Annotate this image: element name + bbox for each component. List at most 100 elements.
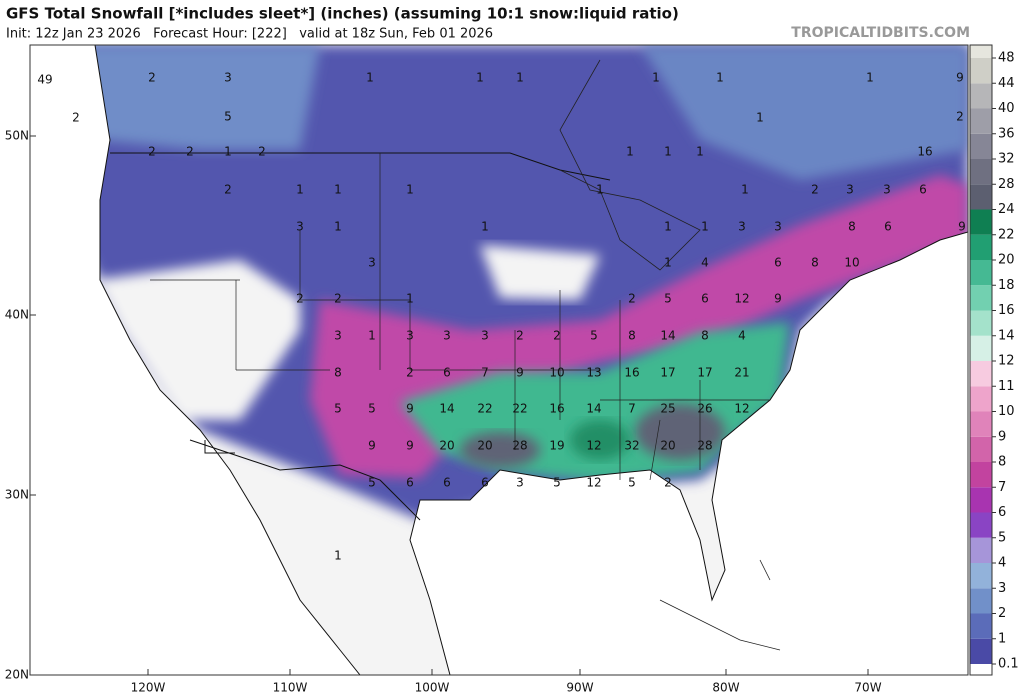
snow-amount: 3 (846, 183, 854, 197)
snow-amount: 1 (756, 111, 764, 125)
subtitle: Init: 12z Jan 23 2026 Forecast Hour: [22… (6, 27, 493, 42)
snow-amount: 6 (919, 183, 927, 197)
colorbar-segment (970, 108, 992, 134)
snow-amount: 9 (958, 220, 966, 234)
colorbar-label: 0.1 (998, 657, 1019, 672)
lon-label: 90W (566, 681, 593, 695)
snow-amount: 49 (37, 73, 52, 87)
snow-amount: 7 (481, 366, 489, 380)
colorbar-segment (970, 462, 992, 488)
colorbar-label: 11 (998, 379, 1015, 394)
snow-amount: 3 (516, 476, 524, 490)
snow-amount: 1 (476, 71, 484, 85)
colorbar-label: 10 (998, 404, 1015, 419)
snow-amount: 5 (590, 329, 598, 343)
snow-amount: 1 (866, 71, 874, 85)
lon-label: 110W (273, 681, 308, 695)
lon-label: 100W (415, 681, 450, 695)
snow-amount: 2 (296, 292, 304, 306)
snow-amount: 20 (439, 439, 454, 453)
snow-amount: 1 (664, 256, 672, 270)
snow-amount: 2 (811, 183, 819, 197)
colorbar-label: 8 (998, 455, 1006, 470)
snow-amount: 1 (664, 145, 672, 159)
snow-amount: 2 (628, 292, 636, 306)
snow-amount: 1 (334, 220, 342, 234)
title: GFS Total Snowfall [*includes sleet*] (i… (6, 5, 679, 23)
lat-label: 20N (5, 668, 29, 682)
lat-label: 50N (5, 129, 29, 143)
colorbar-label: 24 (998, 202, 1015, 217)
snow-amount: 5 (664, 292, 672, 306)
snow-amount: 3 (334, 329, 342, 343)
snow-amount: 1 (366, 71, 374, 85)
colorbar-label: 1 (998, 631, 1006, 646)
colorbar-segment (970, 184, 992, 210)
snow-amount: 1 (516, 71, 524, 85)
snow-amount: 7 (628, 402, 636, 416)
snow-amount: 10 (844, 256, 859, 270)
snow-amount: 5 (553, 476, 561, 490)
snow-amount: 8 (811, 256, 819, 270)
snow-amount: 1 (741, 183, 749, 197)
snow-amount: 14 (439, 402, 454, 416)
great-lakes (559, 59, 701, 271)
colorbar-label: 32 (998, 152, 1015, 167)
colorbar-segment (970, 260, 992, 286)
colorbar-label: 7 (998, 480, 1006, 495)
border (110, 152, 611, 521)
snow-amount: 9 (774, 292, 782, 306)
colorbar-segment (970, 487, 992, 513)
colorbar-segment (970, 361, 992, 387)
map-area (30, 45, 968, 675)
snow-amount: 1 (596, 183, 604, 197)
snow-amount: 9 (406, 402, 414, 416)
colorbar-label: 18 (998, 278, 1015, 293)
snow-amount: 3 (481, 329, 489, 343)
colorbar-segment (970, 537, 992, 563)
snow-amount: 5 (368, 476, 376, 490)
colorbar-label: 6 (998, 505, 1006, 520)
snow-amount: 2 (406, 366, 414, 380)
colorbar-frame (969, 44, 993, 676)
snow-amount: 2 (148, 145, 156, 159)
colorbar-segment (970, 588, 992, 614)
colorbar-label: 20 (998, 253, 1015, 268)
snow-amount: 9 (516, 366, 524, 380)
snow-amount: 3 (224, 71, 232, 85)
snow-amount: 3 (738, 220, 746, 234)
snow-amount: 10 (549, 366, 564, 380)
snow-amount: 8 (848, 220, 856, 234)
snow-amount: 8 (628, 329, 636, 343)
lon-label: 80W (712, 681, 739, 695)
coastline (94, 45, 968, 675)
snow-amount: 2 (664, 476, 672, 490)
snow-amount: 5 (334, 402, 342, 416)
colorbar-label: 16 (998, 303, 1015, 318)
snow-amount: 12 (734, 292, 749, 306)
islands (659, 559, 781, 651)
snow-amount: 22 (512, 402, 527, 416)
snow-amount: 8 (334, 366, 342, 380)
lat-label: 30N (5, 488, 29, 502)
snow-amount: 3 (443, 329, 451, 343)
snow-amount: 32 (624, 439, 639, 453)
lon-label: 120W (131, 681, 166, 695)
snow-amount: 6 (406, 476, 414, 490)
snow-amount: 3 (368, 256, 376, 270)
snow-amount: 9 (956, 71, 964, 85)
snow-amount: 2 (224, 183, 232, 197)
snow-amount: 26 (697, 402, 712, 416)
snow-amount: 9 (406, 439, 414, 453)
colorbar-label: 14 (998, 328, 1015, 343)
snow-amount: 3 (883, 183, 891, 197)
source: TROPICALTIDBITS.COM (791, 25, 970, 41)
colorbar-segment (970, 83, 992, 109)
colorbar-segment (970, 638, 992, 664)
snow-amount: 12 (586, 439, 601, 453)
snow-amount: 1 (406, 292, 414, 306)
colorbar-segment (970, 285, 992, 311)
state-lines (150, 153, 770, 481)
